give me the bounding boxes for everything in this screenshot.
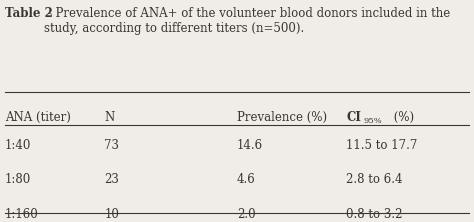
Text: 73: 73 [104, 139, 119, 152]
Text: - Prevalence of ANA+ of the volunteer blood donors included in the
study, accord: - Prevalence of ANA+ of the volunteer bl… [44, 7, 450, 35]
Text: ANA (titer): ANA (titer) [5, 111, 71, 124]
Text: 23: 23 [104, 173, 119, 186]
Text: Table 2: Table 2 [5, 7, 53, 20]
Text: 11.5 to 17.7: 11.5 to 17.7 [346, 139, 418, 152]
Text: 0.8 to 3.2: 0.8 to 3.2 [346, 208, 402, 221]
Text: 4.6: 4.6 [237, 173, 256, 186]
Text: 14.6: 14.6 [237, 139, 263, 152]
Text: CI: CI [346, 111, 361, 124]
Text: 10: 10 [104, 208, 119, 221]
Text: 2.0: 2.0 [237, 208, 255, 221]
Text: Prevalence (%): Prevalence (%) [237, 111, 327, 124]
Text: 95%: 95% [363, 117, 382, 125]
Text: 2.8 to 6.4: 2.8 to 6.4 [346, 173, 402, 186]
Text: (%): (%) [390, 111, 414, 124]
Text: 1:160: 1:160 [5, 208, 38, 221]
Text: 1:40: 1:40 [5, 139, 31, 152]
Text: 1:80: 1:80 [5, 173, 31, 186]
Text: N: N [104, 111, 115, 124]
